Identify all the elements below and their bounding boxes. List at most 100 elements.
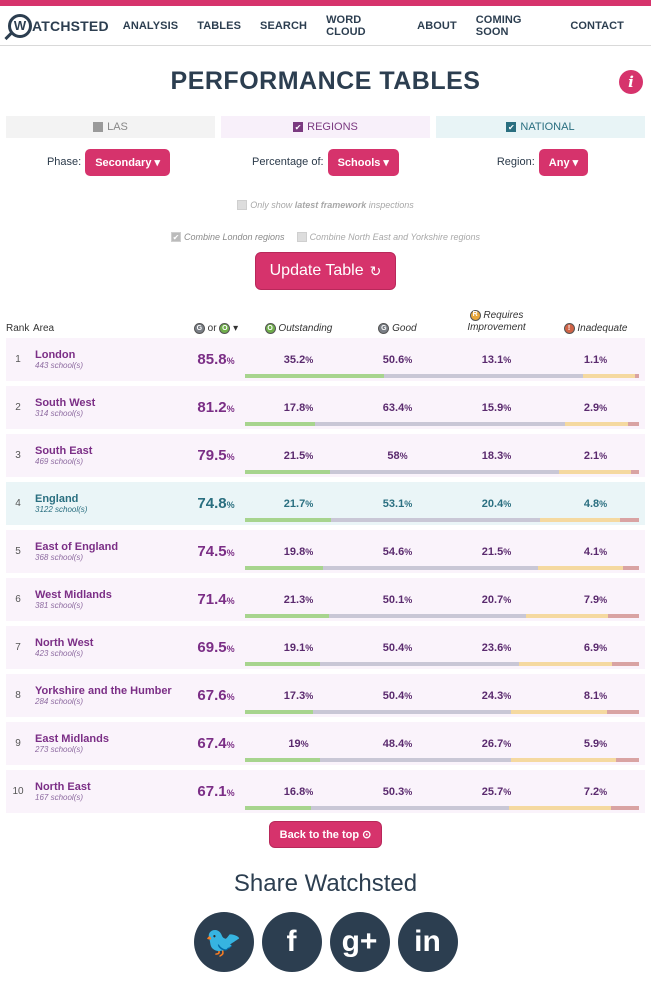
table-row[interactable]: 1 London 443 school(s) 85.8% 35.2% 50.6% 13.1%… — [6, 338, 645, 381]
nav-about[interactable]: ABOUT — [417, 19, 457, 32]
nav-coming-soon[interactable]: COMING SOON — [475, 13, 522, 38]
outstanding-pct: 17.8% — [249, 402, 348, 414]
area-name[interactable]: South East — [35, 445, 93, 457]
linkedin-icon[interactable]: in — [397, 912, 458, 972]
area-name[interactable]: North West — [35, 637, 94, 649]
good-or-outstanding-score: 71.4% — [183, 591, 249, 608]
percent-sign: % — [399, 450, 408, 461]
distribution-bar — [245, 758, 640, 762]
sort-icon: ▾ — [233, 323, 239, 334]
inadequate-pct: 2.9% — [546, 402, 645, 414]
header-score[interactable]: G or O ▾ — [183, 322, 249, 334]
outstanding-pct: 35.2% — [249, 354, 348, 366]
region-label: Region: — [496, 156, 535, 168]
area-name[interactable]: North East — [35, 781, 91, 793]
good-segment — [311, 806, 510, 810]
area-name[interactable]: West Midlands — [35, 589, 112, 601]
latest-framework-option[interactable]: Only show latest framework inspections — [0, 200, 651, 210]
phase-dropdown[interactable]: Secondary ▾ — [85, 148, 171, 176]
table-row[interactable]: 7 North West 423 school(s) 69.5% 19.1% 50.4% 2… — [6, 626, 645, 669]
header-area[interactable]: Area — [33, 323, 55, 334]
good-value: 58 — [387, 449, 400, 462]
table-row[interactable]: 3 South East 469 school(s) 79.5% 21.5% 58% 18.… — [6, 434, 645, 477]
combine-london-label[interactable]: Combine London regions — [183, 232, 285, 242]
good-value: 50.1 — [382, 593, 405, 606]
header-outstanding[interactable]: O Outstanding — [249, 322, 348, 334]
header-rank[interactable]: Rank — [6, 323, 30, 334]
table-row[interactable]: 2 South West 314 school(s) 81.2% 17.8% 63.4% 1… — [6, 386, 645, 429]
good-or-outstanding-score: 85.8% — [183, 351, 249, 368]
inadequate-badge-icon: ! — [563, 322, 575, 334]
good-or-outstanding-score: 79.5% — [183, 447, 249, 464]
twitter-icon[interactable]: 🐦 — [193, 912, 254, 972]
checkbox-unchecked-icon[interactable] — [237, 200, 248, 210]
outstanding-value: 21.3 — [283, 593, 306, 606]
table-row[interactable]: 6 West Midlands 381 school(s) 71.4% 21.3% 50.… — [6, 578, 645, 621]
area-name[interactable]: East Midlands — [35, 733, 109, 745]
requires-improvement-pct: 23.6% — [447, 642, 546, 654]
header-inadequate[interactable]: ! Inadequate — [546, 322, 645, 334]
requires-improvement-segment — [564, 422, 628, 426]
good-segment — [328, 614, 527, 618]
school-count: 3122 school(s) — [35, 505, 88, 514]
table-row[interactable]: 8 Yorkshire and the Humber 284 school(s) 67… — [6, 674, 645, 717]
header-good[interactable]: G Good — [348, 322, 447, 334]
school-count: 469 school(s) — [35, 457, 84, 466]
table-row[interactable]: 4 England 3122 school(s) 74.8% 21.7% 53.1% 20.… — [6, 482, 645, 525]
nav-search[interactable]: SEARCH — [260, 19, 308, 32]
back-to-top-button[interactable]: Back to the top ⊙ — [268, 821, 383, 848]
logo[interactable]: W ATCHSTED — [4, 13, 109, 40]
good-or-outstanding-score: 74.8% — [183, 495, 249, 512]
outstanding-segment — [245, 518, 331, 522]
header-requires-improvement[interactable]: R Requires Improvement — [447, 309, 546, 334]
area-name[interactable]: London — [35, 349, 76, 361]
inadequate-pct: 7.2% — [546, 786, 645, 798]
row-rank: 5 — [15, 546, 21, 557]
good-segment — [319, 758, 511, 762]
good-pct: 50.4% — [348, 690, 447, 702]
requires-improvement-value: 15.9 — [481, 401, 504, 414]
header-inadequate-label: Inadequate — [577, 323, 628, 334]
area-name[interactable]: South West — [35, 397, 96, 409]
nav-contact[interactable]: CONTACT — [570, 19, 624, 32]
area-name[interactable]: England — [35, 493, 79, 505]
table-row[interactable]: 10 North East 167 school(s) 67.1% 16.8% 50.3%… — [6, 770, 645, 813]
toggle-national-label: NATIONAL — [520, 121, 575, 133]
table-row[interactable]: 9 East Midlands 273 school(s) 67.4% 19% 48.4%… — [6, 722, 645, 765]
info-icon[interactable]: i — [619, 70, 643, 94]
checkbox-checked-icon[interactable]: ✔ — [170, 232, 181, 242]
table-row[interactable]: 5 East of England 368 school(s) 74.5% 19.8% 5… — [6, 530, 645, 573]
toggle-las[interactable]: LAS — [6, 116, 215, 138]
row-area: South West 314 school(s) — [33, 397, 183, 418]
nav-analysis[interactable]: ANALYSIS — [122, 19, 179, 32]
outstanding-badge-icon: O — [219, 322, 231, 334]
nav-tables[interactable]: TABLES — [197, 19, 242, 32]
page-title: PERFORMANCE TABLES — [170, 66, 481, 95]
outstanding-value: 21.7 — [283, 497, 306, 510]
toggle-national[interactable]: ✔ NATIONAL — [436, 116, 645, 138]
toggle-regions[interactable]: ✔ REGIONS — [221, 116, 430, 138]
outstanding-value: 17.8 — [283, 401, 306, 414]
inadequate-pct: 6.9% — [546, 642, 645, 654]
percent-sign: % — [599, 354, 608, 365]
checkbox-unchecked-icon[interactable] — [296, 232, 307, 242]
update-table-button[interactable]: Update Table ↻ — [254, 252, 397, 290]
region-dropdown[interactable]: Any ▾ — [538, 148, 589, 176]
inadequate-pct: 7.9% — [546, 594, 645, 606]
requires-improvement-value: 20.4 — [481, 497, 504, 510]
inadequate-segment — [611, 662, 639, 666]
row-rank: 9 — [15, 738, 21, 749]
good-segment — [320, 662, 519, 666]
combine-ne-label[interactable]: Combine North East and Yorkshire regions — [309, 232, 480, 242]
outstanding-pct: 21.7% — [249, 498, 348, 510]
title-row: PERFORMANCE TABLES i — [0, 46, 651, 116]
school-count: 381 school(s) — [35, 601, 84, 610]
nav-word-cloud[interactable]: WORD CLOUD — [326, 13, 366, 38]
area-name[interactable]: Yorkshire and the Humber — [35, 685, 172, 697]
percentage-dropdown[interactable]: Schools ▾ — [327, 148, 399, 176]
area-name[interactable]: East of England — [35, 541, 119, 553]
google-plus-icon[interactable]: g+ — [329, 912, 390, 972]
requires-improvement-pct: 13.1% — [447, 354, 546, 366]
facebook-icon[interactable]: f — [261, 912, 322, 972]
good-value: 54.6 — [382, 545, 405, 558]
